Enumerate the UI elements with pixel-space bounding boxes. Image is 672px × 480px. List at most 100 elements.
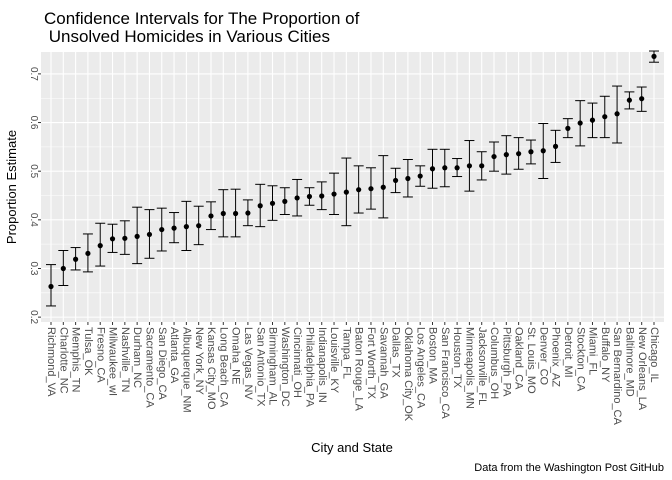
data-point	[122, 235, 128, 241]
x-tick-label: Cincinnati_OH	[291, 327, 303, 398]
x-tick-label: San Antonio_TX	[254, 327, 266, 407]
x-axis-title: City and State	[311, 440, 393, 455]
x-tick-label: Tulsa_OK	[82, 327, 94, 376]
y-tick-label: 0.4	[28, 213, 39, 227]
x-tick-label: Oakland_CA	[513, 327, 525, 390]
x-tick-label: St. Louis_MO	[525, 327, 537, 394]
data-point	[294, 195, 300, 201]
x-tick-label: San Diego_CA	[156, 327, 168, 400]
x-tick-label: Miami_FL	[587, 327, 599, 375]
data-point	[282, 198, 288, 204]
gridlines	[41, 52, 664, 322]
data-point	[479, 163, 485, 169]
x-tick-label: Philadelphia_PA	[304, 327, 316, 408]
data-point	[392, 177, 399, 184]
x-tick-label: Dallas_TX	[390, 327, 402, 378]
data-point	[565, 125, 571, 131]
data-point	[577, 120, 583, 126]
data-point	[454, 165, 460, 171]
x-tick-label: Atlanta_GA	[168, 327, 180, 384]
data-point	[245, 210, 251, 216]
data-point	[651, 53, 657, 59]
data-point	[159, 226, 165, 233]
x-tick-label: Denver_CO	[537, 327, 549, 386]
data-point	[269, 200, 276, 206]
x-tick-label: Charlotte_NC	[57, 327, 69, 394]
data-point	[343, 189, 349, 195]
data-point	[146, 231, 153, 238]
data-point	[626, 97, 632, 103]
data-point	[73, 256, 79, 262]
chart-title-line-2: Unsolved Homicides in Various Cities	[44, 27, 330, 46]
data-point	[257, 203, 263, 209]
x-tick-label: Pittsburgh_PA	[500, 327, 512, 397]
chart-title-line-1: Confidence Intervals for The Proportion …	[44, 9, 360, 28]
y-axis: 0.2 0.3 0.4 0.5 0.6 0.7	[28, 67, 41, 325]
points	[48, 53, 657, 290]
data-point	[208, 213, 214, 219]
x-tick-label: Fresno_CA	[94, 327, 106, 383]
data-point	[356, 187, 362, 193]
data-point	[491, 153, 497, 160]
x-tick-label: Houston_TX	[451, 327, 463, 389]
x-tick-label: Long Beach_CA	[217, 327, 229, 408]
data-point	[232, 210, 239, 217]
x-tick-label: Savannah_GA	[377, 327, 389, 399]
x-tick-label: Baltimore_MD	[623, 327, 635, 397]
data-point	[417, 173, 423, 179]
data-point	[220, 210, 226, 217]
x-tick-label: Oklahoma City_OK	[402, 327, 414, 422]
data-point	[319, 193, 325, 199]
x-tick-label: San Bernardino_CA	[611, 327, 623, 426]
data-point	[516, 151, 522, 157]
y-tick-label: 0.2	[28, 310, 39, 324]
data-point	[97, 243, 103, 249]
x-tick-label: Baton Rouge_LA	[353, 327, 365, 411]
data-point	[171, 225, 177, 231]
data-point	[85, 250, 91, 257]
data-point	[614, 111, 620, 117]
data-point	[528, 149, 534, 155]
x-tick-label: Minneapolis_MN	[464, 327, 476, 409]
data-point	[368, 186, 374, 192]
data-point	[306, 193, 313, 200]
data-point	[196, 223, 202, 229]
chart-caption: Data from the Washington Post GitHub	[474, 462, 664, 474]
plot-panel	[41, 52, 664, 322]
y-tick-label: 0.5	[28, 164, 39, 178]
y-tick-label: 0.6	[28, 116, 39, 130]
y-tick-label: 0.7	[28, 67, 39, 81]
x-tick-label: Phoenix_AZ	[550, 327, 562, 387]
x-tick-label: Los Angeles_CA	[414, 327, 426, 409]
x-tick-label: Louisville_KY	[328, 327, 340, 394]
x-tick-label: Kansas City_MO	[205, 327, 217, 410]
x-tick-label: Washington_DC	[279, 327, 291, 407]
x-tick-label: Omaha_NE	[230, 327, 242, 384]
data-point	[134, 233, 140, 239]
data-point	[442, 165, 448, 171]
x-tick-label: Columbus_OH	[488, 327, 500, 399]
y-axis-title: Proportion Estimate	[4, 130, 19, 244]
x-tick-label: Nashville_TN	[119, 327, 131, 392]
x-axis: Richmond_VA Charlotte_NC Memphis_TN Tulsa_O…	[45, 322, 660, 426]
data-point	[405, 175, 411, 182]
data-point	[602, 114, 608, 120]
data-point	[429, 166, 436, 172]
x-tick-label: Durham_NC	[131, 327, 143, 388]
x-tick-label: Albuquerque_NM	[180, 327, 192, 413]
x-tick-label: Chicago_IL	[648, 327, 660, 383]
data-point	[466, 163, 473, 169]
data-point	[109, 236, 116, 242]
x-tick-label: Tampa_FL	[340, 327, 352, 379]
data-point	[183, 224, 189, 230]
data-point	[540, 148, 546, 154]
data-point	[503, 152, 509, 158]
data-point	[60, 265, 66, 272]
x-tick-label: Jacksonville_FL	[476, 327, 488, 405]
data-point	[48, 283, 54, 290]
x-tick-label: Sacramento_CA	[144, 327, 156, 408]
data-point	[380, 184, 386, 190]
y-tick-label: 0.3	[28, 262, 39, 276]
x-tick-label: Boston_MA	[427, 327, 439, 385]
